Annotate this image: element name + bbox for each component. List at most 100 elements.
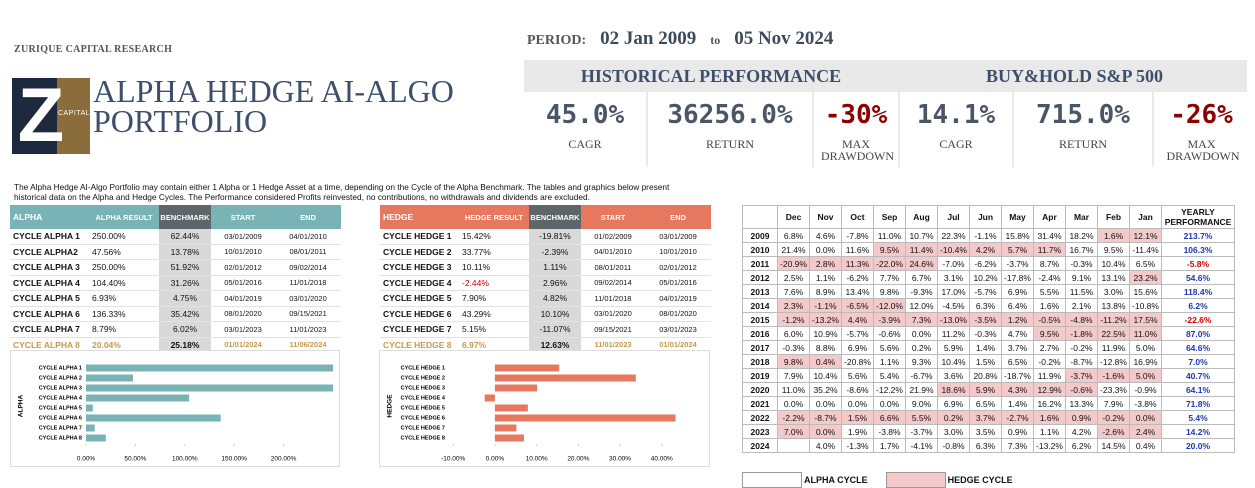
- year-cell: 2023: [742, 424, 778, 439]
- month-cell: 4.2%: [969, 242, 1002, 257]
- bar: [86, 424, 95, 432]
- table-row: CYCLE HEDGE 4 -2.44% 2.96% 09/02/2014 05/01/…: [380, 275, 711, 291]
- table-cell: 08/01/2020: [211, 306, 275, 322]
- category-label: CYCLE HEDGE 4: [401, 395, 446, 401]
- month-cell: 31.4%: [1033, 228, 1066, 243]
- year-cell: 2009: [742, 228, 778, 243]
- table-cell: 33.77%: [459, 244, 529, 260]
- month-cell: 3.7%: [1001, 340, 1034, 355]
- table-cell: 6.02%: [159, 321, 211, 338]
- month-cell: 0.2%: [937, 410, 970, 425]
- month-cell: -2.2%: [777, 410, 810, 425]
- category-label: CYCLE ALPHA 3: [39, 385, 82, 391]
- month-cell: 1.5%: [969, 354, 1002, 369]
- table-cell: 04/01/2019: [211, 290, 275, 307]
- year-cell: 2017: [742, 340, 778, 355]
- table-row: 2013 7.6% 8.9% 13.4% 9.8% -9.3% 17.0% -5.7% 6.9%…: [742, 284, 1235, 299]
- month-cell: 6.5%: [969, 396, 1002, 411]
- performance-section: BUY&HOLD S&P 500 14.1% CAGR 715.0% RETURN -26…: [900, 60, 1249, 167]
- table-cell: 01/02/2009: [581, 229, 645, 245]
- month-cell: -8.7%: [809, 410, 842, 425]
- table-cell: 10/01/2010: [211, 244, 275, 260]
- column-header: Jun: [969, 205, 1002, 229]
- legend-swatch: [742, 472, 802, 488]
- month-cell: -0.5%: [1033, 312, 1066, 327]
- month-cell: 0.0%: [809, 424, 842, 439]
- table-cell: 09/15/2021: [581, 321, 645, 338]
- month-cell: -6.2%: [969, 256, 1002, 271]
- month-cell: 5.7%: [1001, 242, 1034, 257]
- table-cell: 15.42%: [459, 229, 529, 245]
- month-cell: -1.8%: [1065, 326, 1098, 341]
- table-row: CYCLE ALPHA 7 8.79% 6.02% 03/01/2023 11/01/2…: [10, 321, 341, 338]
- table-row: 2014 2.3% -1.1% -6.5% -12.0% 12.0% -4.5% 6.3% 6.…: [742, 298, 1235, 313]
- month-cell: 5.6%: [841, 368, 874, 383]
- table-cell: 51.92%: [159, 259, 211, 276]
- column-header: Sep: [873, 205, 906, 229]
- month-cell: 11.9%: [1097, 340, 1130, 355]
- legend: ALPHA CYCLE HEDGE CYCLE: [742, 472, 1013, 488]
- month-cell: 6.3%: [969, 298, 1002, 313]
- y-axis-label: ALPHA: [18, 395, 25, 418]
- column-header: HEDGE RESULT: [459, 205, 529, 229]
- month-cell: 6.8%: [777, 228, 810, 243]
- table-row: 2010 21.4% 0.0% 11.6% 9.5% 11.4% -10.4% 4.2% 5.7…: [742, 242, 1235, 257]
- bar: [494, 364, 560, 372]
- table-cell: 02/01/2012: [645, 259, 711, 276]
- metric-value: 14.1%: [916, 100, 996, 130]
- month-cell: 35.2%: [809, 382, 842, 397]
- month-cell: 13.4%: [841, 284, 874, 299]
- month-cell: 14.5%: [1097, 438, 1130, 453]
- alpha-table: ALPHA ALPHA RESULT BENCHMARK START END CYCLE …: [10, 205, 341, 353]
- metric-label: MAX DRAWDOWN: [821, 137, 895, 163]
- legend-label: ALPHA CYCLE: [804, 475, 868, 485]
- table-cell: 04/01/2019: [645, 290, 711, 307]
- table-cell: 05/01/2016: [211, 275, 275, 291]
- table-row: CYCLE ALPHA 3 250.00% 51.92% 02/01/2012 09/0…: [10, 259, 341, 276]
- table-cell: 02/01/2012: [211, 259, 275, 276]
- table-cell: 08/01/2020: [645, 306, 711, 322]
- table-cell: 62.44%: [159, 229, 211, 245]
- legend-label: HEDGE CYCLE: [947, 475, 1013, 485]
- month-cell: 18.2%: [1065, 228, 1098, 243]
- period-separator: to: [710, 33, 721, 47]
- table-cell: 05/01/2016: [645, 275, 711, 291]
- month-cell: 7.0%: [1161, 354, 1235, 369]
- month-cell: 3.0%: [937, 424, 970, 439]
- x-tick-label: 30.00%: [609, 456, 631, 463]
- month-cell: 11.6%: [841, 242, 874, 257]
- month-cell: 23.2%: [1129, 270, 1162, 285]
- month-cell: 20.0%: [1161, 438, 1235, 453]
- month-cell: 1.6%: [1033, 298, 1066, 313]
- month-cell: -1.1%: [969, 228, 1002, 243]
- column-header: Jan: [1129, 205, 1162, 229]
- x-tick-label: 150.00%: [221, 456, 247, 463]
- table-cell: 13.78%: [159, 244, 211, 260]
- month-cell: -3.9%: [873, 312, 906, 327]
- x-tick-label: 40.00%: [651, 456, 673, 463]
- table-cell: 6.93%: [89, 290, 159, 307]
- month-cell: 15.8%: [1001, 228, 1034, 243]
- description: The Alpha Hedge AI-Algo Portfolio may co…: [14, 182, 670, 202]
- metric: 36256.0% RETURN: [648, 92, 812, 167]
- table-row: 2019 7.9% 10.4% 5.6% 5.4% -6.7% 3.6% 20.8% -18.7…: [742, 368, 1235, 383]
- table-row: CYCLE ALPHA 5 6.93% 4.75% 04/01/2019 03/01/2…: [10, 290, 341, 307]
- month-cell: 0.0%: [873, 396, 906, 411]
- y-axis-label: HEDGE: [387, 394, 394, 418]
- bar: [86, 374, 133, 382]
- month-cell: 3.0%: [1097, 284, 1130, 299]
- x-tick-label: 20.00%: [567, 456, 589, 463]
- year-cell: 2020: [742, 382, 778, 397]
- month-cell: -3.8%: [1129, 396, 1162, 411]
- alpha-chart: ALPHA CYCLE ALPHA 1 CYCLE ALPHA 2 CYCLE ALP…: [10, 350, 340, 467]
- month-cell: -12.2%: [873, 382, 906, 397]
- table-cell: 43.29%: [459, 306, 529, 322]
- year-cell: 2012: [742, 270, 778, 285]
- month-cell: 7.3%: [905, 312, 938, 327]
- metric-label: RETURN: [706, 137, 754, 151]
- month-cell: 5.9%: [969, 382, 1002, 397]
- month-cell: 6.5%: [1001, 354, 1034, 369]
- month-cell: 4.2%: [1065, 424, 1098, 439]
- month-cell: 12.1%: [1129, 228, 1162, 243]
